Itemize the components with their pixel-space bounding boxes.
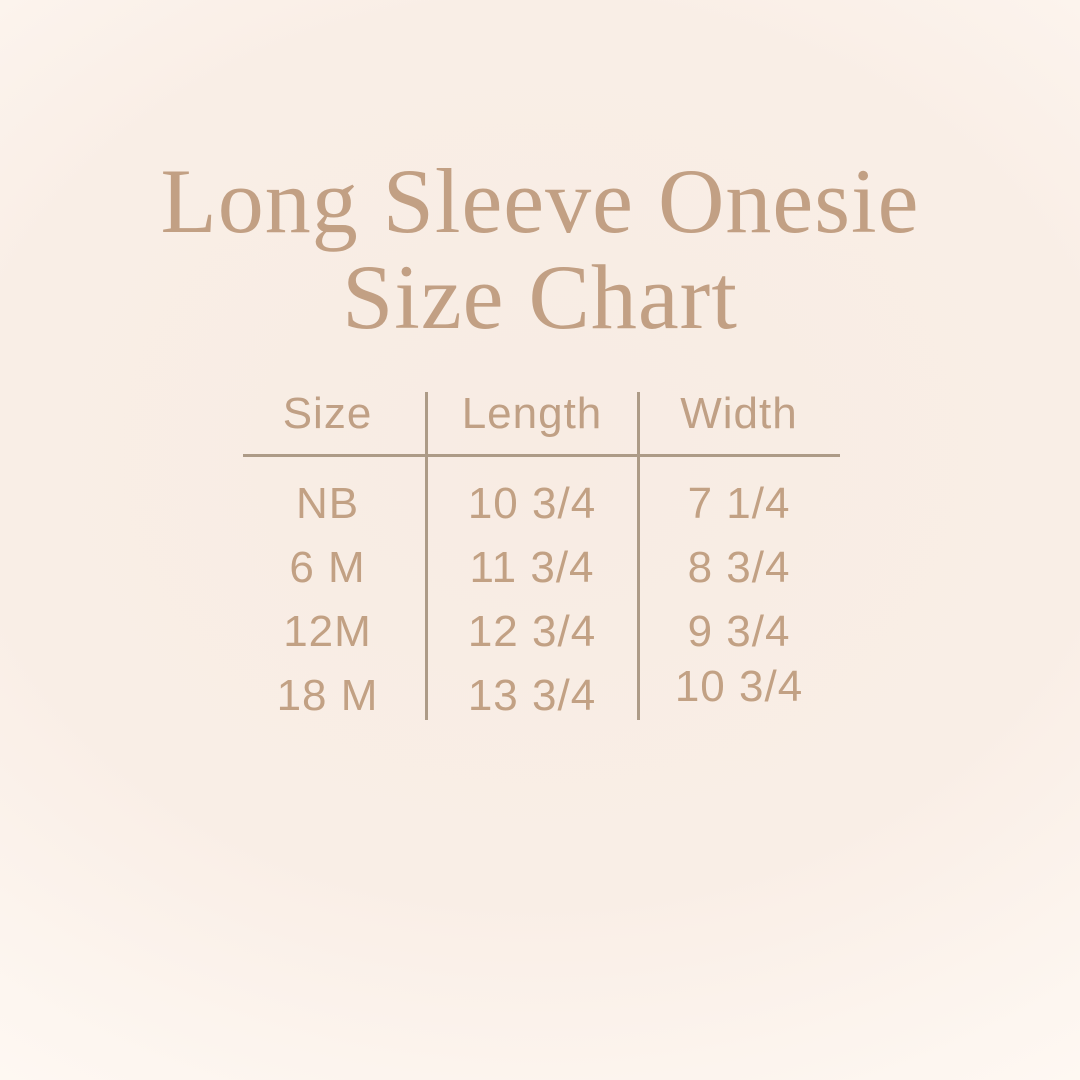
- title-line-1: Long Sleeve Onesie: [160, 150, 920, 252]
- table-cell-size-nb: NB: [295, 479, 360, 528]
- column-divider-line-2: [637, 392, 640, 720]
- title-line-2: Size Chart: [342, 246, 738, 348]
- column-header-width: Width: [680, 389, 798, 438]
- table-cell-width-nb: 7 1/4: [687, 479, 791, 528]
- table-cell-length-12m: 12 3/4: [467, 607, 597, 656]
- table-cell-length-18m: 13 3/4: [467, 671, 597, 720]
- header-divider-line: [243, 454, 840, 457]
- column-header-size: Size: [282, 389, 373, 438]
- table-cell-width-12m: 9 3/4: [687, 607, 791, 656]
- table-cell-width-18m: 10 3/4: [674, 662, 804, 711]
- table-cell-length-nb: 10 3/4: [467, 479, 597, 528]
- size-chart-table: Size Length Width NB 10 3/4 7 1/4 6 M 11…: [243, 380, 840, 728]
- table-cell-size-12m: 12M: [283, 607, 372, 656]
- table-cell-length-6m: 11 3/4: [469, 543, 595, 592]
- page-title: Long Sleeve Onesie Size Chart: [0, 153, 1080, 345]
- table-cell-size-6m: 6 M: [289, 543, 366, 592]
- table-cell-size-18m: 18 M: [276, 671, 379, 720]
- column-divider-line-1: [425, 392, 428, 720]
- table-cell-width-6m: 8 3/4: [687, 543, 791, 592]
- column-header-length: Length: [461, 389, 603, 438]
